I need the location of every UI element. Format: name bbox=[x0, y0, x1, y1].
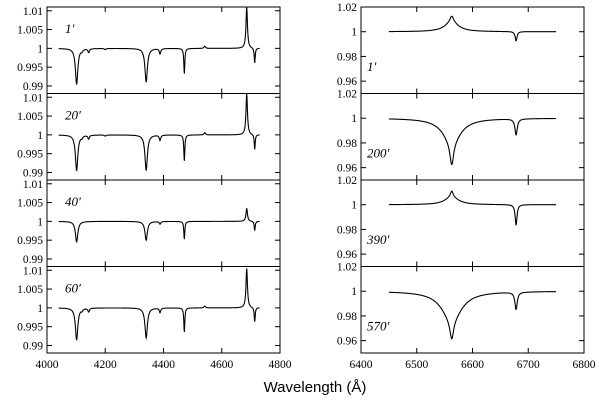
panel-left-1: 0.99 0.995 1 1.005 1.01 1' bbox=[17, 6, 281, 94]
panel-label: 570' bbox=[367, 319, 390, 334]
y-tick-label: 1 bbox=[351, 27, 357, 39]
spectrum-series-line bbox=[58, 268, 260, 341]
panel-left-4: 0.99 0.995 1 1.005 1.01 60' bbox=[17, 265, 281, 354]
panel-right-2: 0.96 0.98 1 1.02 200' bbox=[337, 89, 585, 181]
x-tick-label: 6400 bbox=[350, 359, 373, 371]
panel-left-3: 0.99 0.995 1 1.005 1.01 40' bbox=[17, 179, 281, 267]
x-tick-label: 4000 bbox=[36, 359, 59, 371]
x-tick-label: 6600 bbox=[461, 359, 484, 371]
y-tick-label: 0.96 bbox=[337, 249, 357, 261]
y-tick-label: 1 bbox=[37, 216, 43, 228]
y-tick-label: 1.01 bbox=[23, 265, 43, 277]
spectrum-series-line bbox=[58, 208, 260, 243]
y-tick-label: 1.02 bbox=[337, 175, 357, 187]
y-tick-label: 1.01 bbox=[23, 6, 43, 18]
x-tick-label: 4200 bbox=[94, 359, 117, 371]
y-tick-label: 0.99 bbox=[23, 340, 43, 352]
spectrum-series-line bbox=[58, 93, 260, 172]
y-tick-label: 1.01 bbox=[23, 92, 43, 104]
y-tick-label: 0.96 bbox=[337, 336, 357, 348]
y-tick-label: 1.005 bbox=[17, 111, 43, 123]
spectrum-series-line bbox=[388, 117, 557, 166]
panel-label: 1' bbox=[65, 21, 75, 36]
y-tick-label: 1 bbox=[351, 200, 357, 212]
panel-frame bbox=[46, 6, 281, 94]
y-tick-label: 0.96 bbox=[337, 76, 357, 88]
panel-frame bbox=[360, 179, 585, 267]
y-tick-label: 0.995 bbox=[17, 62, 43, 74]
y-tick-label: 1 bbox=[351, 286, 357, 298]
spectrum-series-line bbox=[58, 7, 260, 86]
panel-label: 20' bbox=[65, 108, 81, 123]
x-tick-label: 6500 bbox=[405, 359, 428, 371]
x-tick-label: 4600 bbox=[210, 359, 233, 371]
y-tick-label: 1 bbox=[37, 130, 43, 142]
y-tick-label: 1.01 bbox=[23, 179, 43, 191]
y-tick-label: 1 bbox=[351, 113, 357, 125]
y-tick-label: 1.005 bbox=[17, 198, 43, 210]
panel-frame bbox=[360, 93, 585, 181]
y-tick-label: 1.02 bbox=[337, 262, 357, 274]
panel-frame bbox=[360, 266, 585, 354]
spectrum-series-line bbox=[388, 190, 557, 226]
panel-right-1: 0.96 0.98 1 1.02 1' bbox=[337, 2, 585, 94]
y-tick-label: 1 bbox=[37, 303, 43, 315]
panel-label: 1' bbox=[367, 59, 377, 74]
y-tick-label: 0.995 bbox=[17, 322, 43, 334]
panel-label: 40' bbox=[65, 194, 81, 209]
panel-label: 200' bbox=[367, 146, 390, 161]
panel-right-3: 0.96 0.98 1 1.02 390' bbox=[337, 175, 585, 267]
panel-label: 390' bbox=[366, 232, 390, 247]
y-tick-label: 0.98 bbox=[337, 224, 357, 236]
x-tick-label: 4800 bbox=[269, 359, 292, 371]
y-tick-label: 0.99 bbox=[23, 167, 43, 179]
y-tick-label: 0.98 bbox=[337, 311, 357, 323]
y-tick-label: 1 bbox=[37, 43, 43, 55]
panel-label: 60' bbox=[65, 281, 81, 296]
spectrum-series-line bbox=[388, 291, 557, 340]
y-tick-label: 0.96 bbox=[337, 163, 357, 175]
y-tick-label: 0.99 bbox=[23, 254, 43, 266]
y-tick-label: 0.995 bbox=[17, 235, 43, 247]
panel-frame bbox=[46, 93, 281, 181]
y-tick-label: 1.02 bbox=[337, 89, 357, 101]
y-tick-label: 1.005 bbox=[17, 284, 43, 296]
x-tick-label: 6700 bbox=[517, 359, 540, 371]
y-tick-label: 0.98 bbox=[337, 51, 357, 63]
y-tick-label: 1.005 bbox=[17, 25, 43, 37]
x-tick-label: 6800 bbox=[573, 359, 596, 371]
panel-right-4: 0.96 0.98 1 1.02 570' bbox=[337, 262, 585, 354]
y-tick-label: 0.98 bbox=[337, 138, 357, 150]
spectrum-series-line bbox=[388, 15, 557, 42]
panel-left-2: 0.99 0.995 1 1.005 1.01 20' bbox=[17, 92, 281, 181]
y-tick-label: 0.99 bbox=[23, 81, 43, 93]
x-tick-label: 4400 bbox=[152, 359, 175, 371]
y-tick-label: 0.995 bbox=[17, 149, 43, 161]
panel-frame bbox=[360, 6, 585, 94]
panel-frame bbox=[46, 266, 281, 354]
x-axis-title: Wavelength (Å) bbox=[264, 379, 367, 396]
y-tick-label: 1.02 bbox=[337, 2, 357, 14]
